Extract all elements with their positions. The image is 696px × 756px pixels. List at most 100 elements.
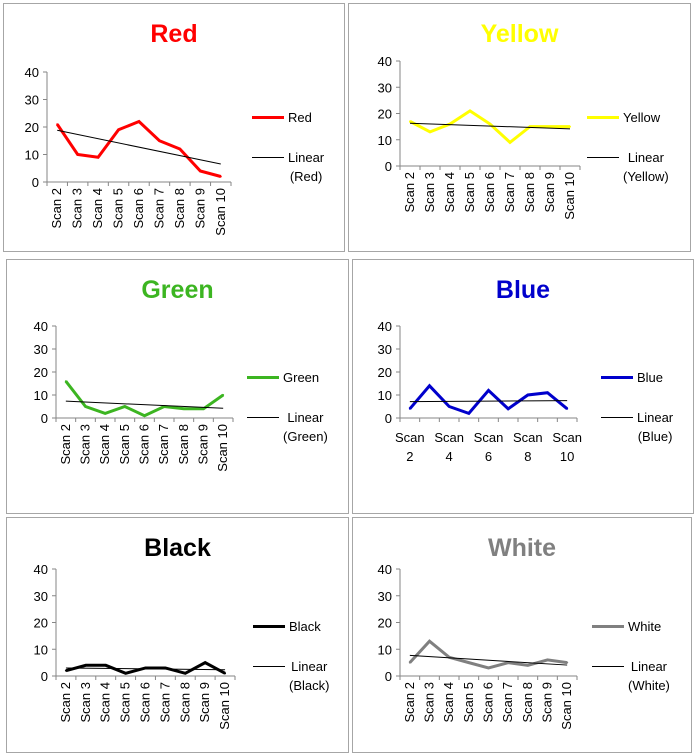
x-tick-label: Scan 10: [559, 682, 574, 730]
y-tick-label: 10: [34, 388, 48, 403]
trendline-green: [65, 400, 224, 409]
x-tick-label: Scan 5: [461, 682, 476, 722]
y-tick-label: 40: [34, 319, 48, 334]
x-tick-label: Scan 4: [98, 682, 113, 722]
series-line-red: [55, 119, 222, 178]
y-tick-label: 40: [378, 54, 392, 69]
data-point: [467, 412, 470, 415]
trendline-blue: [409, 400, 568, 403]
x-tick-label: Scan 10: [552, 430, 582, 464]
x-tick-label: Scan 7: [500, 682, 515, 722]
x-tick-label: Scan 9: [196, 424, 211, 464]
data-point: [409, 120, 411, 123]
legend-label-line: (Red): [289, 169, 323, 184]
legend-item-series: Red: [252, 109, 324, 126]
data-point: [467, 661, 470, 664]
legend: Blue Linear (Blue): [601, 369, 673, 446]
legend-swatch: [601, 417, 633, 418]
x-tick-label: Scan 2: [395, 430, 425, 464]
y-tick-label: 20: [378, 107, 392, 122]
legend-label-line: Linear: [627, 150, 664, 165]
data-point: [204, 661, 207, 664]
legend-swatch: [601, 376, 633, 379]
data-point: [224, 672, 227, 675]
data-point: [84, 405, 87, 408]
data-point: [143, 414, 146, 417]
legend-label: Blue: [637, 370, 664, 385]
data-point: [104, 412, 107, 415]
x-tick-label: Scan 8: [176, 424, 191, 464]
x-tick-label: Scan 2: [49, 188, 64, 228]
x-tick-label: Scan 4: [434, 430, 464, 464]
trendline-yellow: [409, 122, 571, 130]
chart-title: Green: [141, 276, 214, 304]
legend-swatch: [253, 625, 285, 628]
x-tick-label: Scan 4: [97, 424, 112, 464]
data-point: [526, 664, 529, 667]
legend: White Linear (White): [592, 618, 670, 695]
data-point: [546, 391, 549, 394]
y-tick-label: 10: [34, 642, 48, 657]
series-line-yellow: [409, 109, 570, 145]
legend-item-series: White: [592, 618, 670, 635]
data-point: [469, 109, 471, 112]
data-point: [526, 394, 529, 396]
data-point: [117, 128, 120, 131]
chart-plot: 0 10 20 30 40 Scan 2 Scan 3 Scan 4 Scan 5 Scan 6 S…: [34, 562, 236, 730]
data-point: [507, 661, 510, 664]
data-point: [184, 672, 187, 675]
legend-label: Linear (Yellow): [623, 148, 669, 186]
legend-label-line: Linear: [288, 150, 325, 165]
legend-label-line: Linear: [291, 659, 328, 674]
legend-item-series: Yellow: [587, 109, 669, 126]
data-point: [56, 123, 59, 126]
data-point: [222, 394, 225, 396]
legend-label-line: Linear: [637, 410, 674, 425]
x-tick-label: Scan 3: [78, 682, 93, 722]
legend-swatch: [253, 666, 285, 667]
chart-plot: 0 10 20 30 40 Scan 2 Scan 3 Scan 4 Scan 5 Scan 6 S…: [25, 65, 232, 236]
y-tick-label: 0: [41, 669, 48, 684]
y-tick-label: 30: [25, 93, 39, 108]
legend-label: Red: [288, 110, 312, 125]
legend-label: White: [628, 619, 662, 634]
x-tick-label: Scan 9: [540, 682, 555, 722]
y-tick-label: 0: [385, 669, 392, 684]
x-tick-label: Scan 8: [177, 682, 192, 722]
legend-label-line: Linear: [630, 659, 668, 674]
legend-label: Linear (Red): [288, 148, 324, 186]
y-tick-label: 30: [378, 342, 392, 357]
legend-label-line: (Yellow): [623, 169, 669, 184]
chart-panel-white: White 0 10 20 30 40 Scan 2 Scan 3 Scan 4 Scan 5 Sc…: [352, 517, 692, 753]
data-point: [408, 661, 411, 664]
legend-item-trendline: Linear (Red): [252, 148, 324, 186]
legend-item-series: Green: [247, 369, 328, 386]
data-point: [487, 666, 490, 669]
chart-title: Black: [144, 534, 211, 562]
chart-panel-yellow: Yellow 0 10 20 30 40 Scan 2 Scan 3 Scan 4 Scan 5 S…: [348, 3, 691, 252]
legend-label-line: (White): [628, 678, 670, 693]
x-tick-label: Scan 4: [90, 188, 105, 228]
data-point: [408, 407, 411, 410]
data-point: [182, 407, 185, 410]
legend-label-line: (Black): [289, 678, 330, 693]
y-tick-label: 20: [34, 616, 48, 631]
data-point: [566, 407, 569, 410]
y-tick-label: 10: [378, 133, 392, 148]
legend-item-series: Black: [253, 618, 329, 635]
legend-swatch: [592, 625, 624, 628]
x-tick-label: Scan 2: [402, 172, 417, 212]
legend: Red Linear (Red): [252, 109, 324, 186]
data-point: [76, 153, 79, 156]
y-tick-label: 40: [378, 562, 392, 577]
x-tick-label: Scan 8: [520, 682, 535, 722]
data-point: [429, 130, 431, 133]
trendline-red: [57, 129, 221, 165]
data-point: [489, 123, 491, 125]
legend-label: Linear (Black): [289, 657, 329, 695]
x-tick-label: Scan 2: [58, 682, 73, 722]
legend-label: Yellow: [623, 110, 661, 125]
x-tick-label: Scan 5: [462, 172, 477, 212]
data-point: [428, 640, 431, 643]
legend-item-trendline: Linear (White): [592, 657, 670, 695]
